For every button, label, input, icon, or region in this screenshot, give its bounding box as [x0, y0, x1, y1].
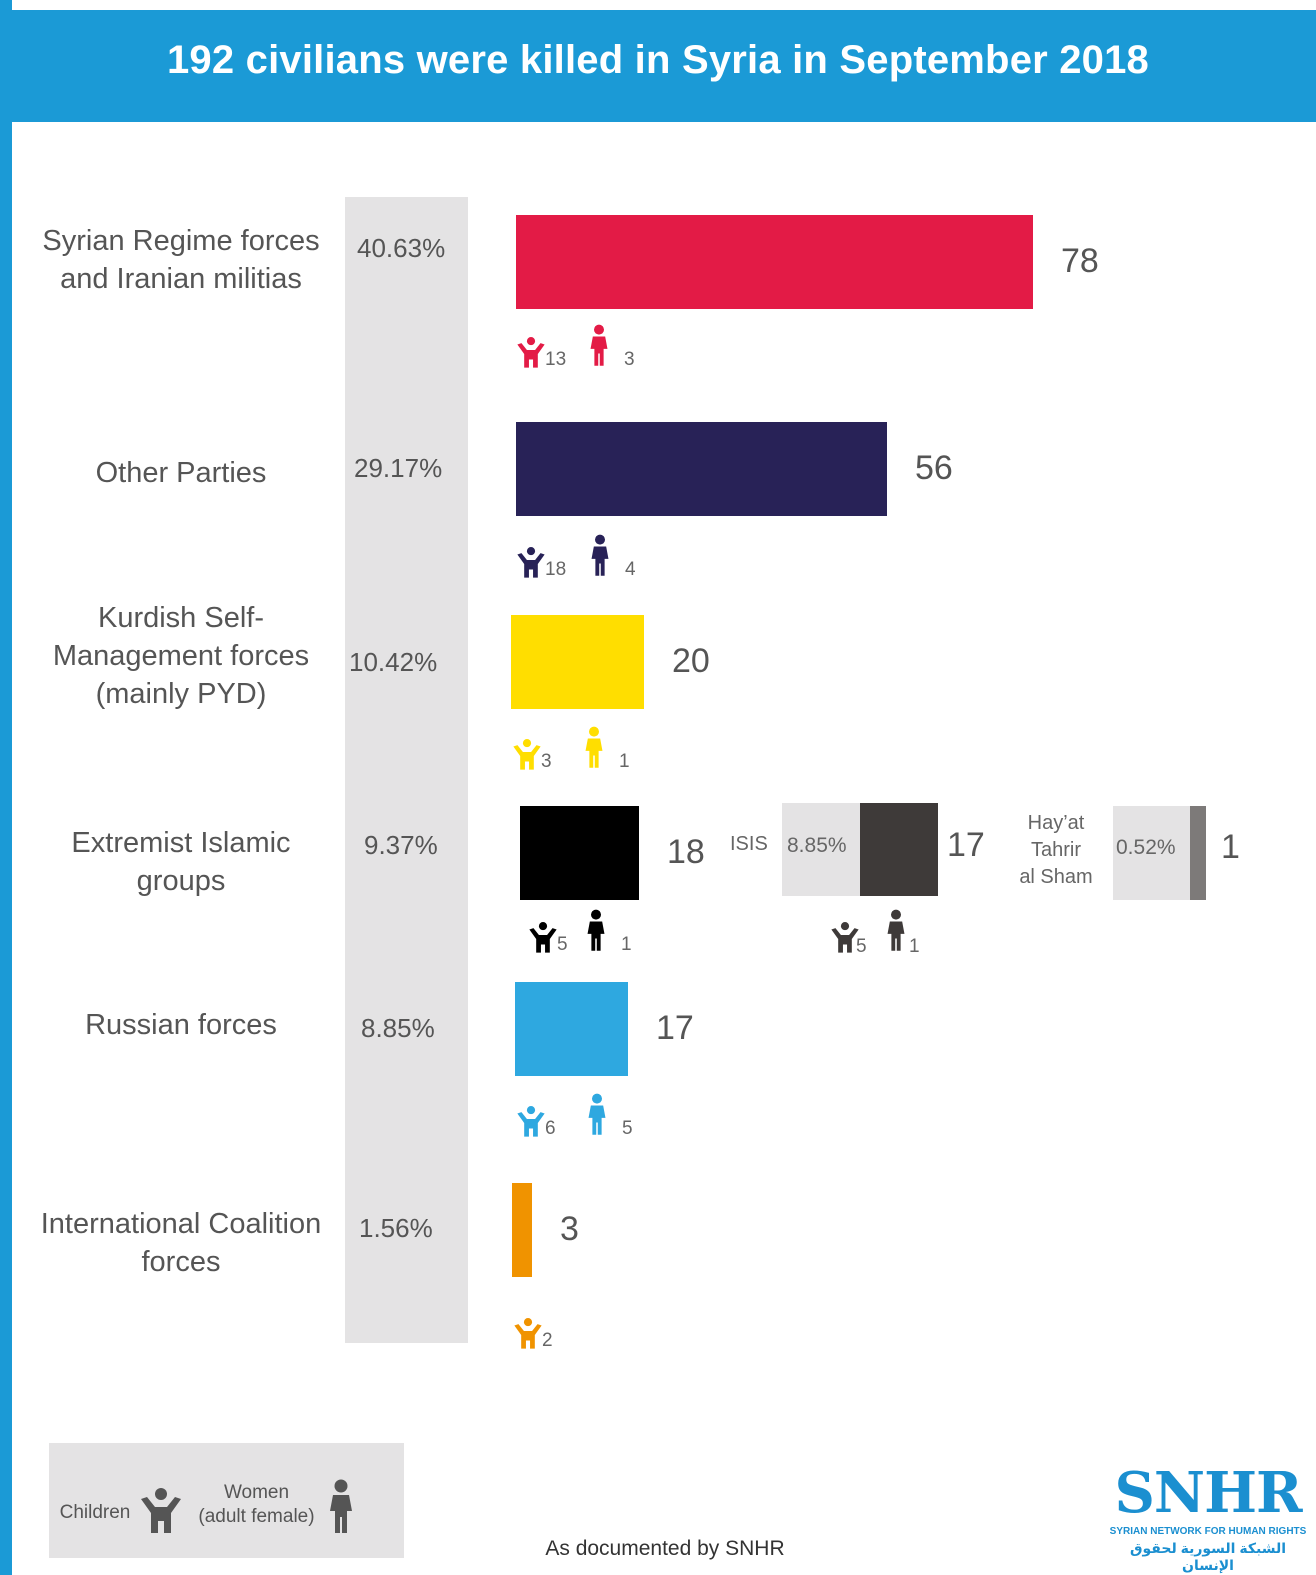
children-count: 13 [545, 349, 567, 370]
isis-percentage-band [782, 803, 860, 896]
children-count: 2 [542, 1330, 553, 1351]
isis-children-count: 5 [856, 936, 867, 957]
children-count: 6 [545, 1118, 556, 1139]
row-label-line: Management forces [52, 640, 310, 672]
woman-icon [590, 324, 608, 366]
bar [515, 982, 628, 1076]
hts-label-line: Tahrir [1030, 839, 1081, 861]
logo-arabic: الشبكة السورية لحقوق الإنسان [1129, 1540, 1287, 1573]
title-banner [0, 10, 1316, 122]
child-icon [831, 922, 859, 953]
bar-value-label: 18 [667, 833, 705, 871]
child-icon [529, 922, 557, 953]
bar [516, 215, 1033, 309]
row-percentage: 9.37% [364, 830, 438, 860]
row-percentage: 40.63% [357, 233, 446, 263]
row-percentage: 29.17% [354, 453, 443, 483]
hts-value-label: 1 [1221, 828, 1240, 866]
row-label-line: Extremist Islamic [71, 827, 291, 859]
row-label: International Coalition forces [16, 1205, 346, 1281]
row-percentage: 8.85% [361, 1013, 435, 1043]
isis-bar [860, 803, 938, 896]
left-frame-border [0, 0, 12, 1575]
women-count: 1 [619, 751, 630, 772]
hts-label-line: Hay’at [1027, 812, 1085, 834]
row-label-line: Other Parties [95, 457, 267, 489]
row-label-line: and Iranian militias [60, 263, 302, 295]
isis-women-count: 1 [909, 936, 920, 957]
hts-label-line: al Sham [1019, 866, 1093, 888]
hts-label: Hay’at Tahrir al Sham [1005, 810, 1107, 891]
row-label-line: Syrian Regime forces [42, 225, 320, 257]
bar [516, 422, 887, 516]
woman-icon [887, 909, 905, 951]
child-icon [517, 337, 545, 368]
source-note: As documented by SNHR [545, 1537, 785, 1560]
bar [512, 1183, 532, 1277]
women-count: 3 [624, 349, 635, 370]
bar-value-label: 56 [915, 449, 953, 487]
isis-percentage: 8.85% [787, 834, 847, 857]
row-percentage: 1.56% [359, 1213, 433, 1243]
percentage-column-band [345, 197, 468, 1343]
bar [511, 615, 644, 709]
bar-value-label: 3 [560, 1210, 579, 1248]
row-percentage: 10.42% [349, 647, 438, 677]
child-icon [513, 739, 541, 770]
row-label-line: (mainly PYD) [95, 678, 267, 710]
women-count: 1 [621, 934, 632, 955]
isis-label: ISIS [730, 833, 768, 855]
row-label-line: Russian forces [85, 1009, 277, 1041]
chart-title: 192 civilians were killed in Syria in Se… [166, 38, 1150, 82]
legend-children-label: Children [59, 1502, 131, 1523]
legend-women-line-1: Women [223, 1482, 290, 1503]
bar-value-label: 20 [672, 642, 710, 680]
row-label: Syrian Regime forces and Iranian militias [16, 222, 346, 298]
children-count: 5 [557, 934, 568, 955]
row-label: Extremist Islamic groups [16, 824, 346, 900]
row-label-line: Kurdish Self- [97, 602, 264, 634]
child-icon [517, 547, 545, 578]
child-icon [514, 1318, 542, 1349]
hts-percentage-band [1113, 806, 1190, 900]
women-count: 4 [625, 559, 636, 580]
child-icon [517, 1106, 545, 1137]
children-count: 18 [545, 559, 567, 580]
children-count: 3 [541, 751, 552, 772]
logo-subtitle: SYRIAN NETWORK FOR HUMAN RIGHTS [1109, 1526, 1307, 1537]
row-label-line: International Coalition [40, 1208, 322, 1240]
row-label: Other Parties [16, 454, 346, 492]
row-label: Russian forces [16, 1006, 346, 1044]
snhr-logo: SNHR SYRIAN NETWORK FOR HUMAN RIGHTS الش… [1108, 1460, 1308, 1573]
woman-icon [588, 1093, 606, 1135]
legend-women-line-2: (adult female) [198, 1506, 315, 1527]
logo-wordmark: SNHR [1114, 1460, 1302, 1526]
bar-value-label: 17 [656, 1009, 694, 1047]
woman-icon [330, 1479, 352, 1533]
row-label: Kurdish Self- Management forces (mainly PY… [16, 599, 346, 713]
women-count: 5 [622, 1118, 633, 1139]
woman-icon [591, 534, 609, 576]
bar [520, 806, 639, 900]
woman-icon [587, 909, 605, 951]
hts-bar [1190, 806, 1206, 900]
bar-value-label: 78 [1061, 242, 1099, 280]
legend-box: Children Women (adult female) [49, 1443, 404, 1558]
woman-icon [585, 726, 603, 768]
isis-value-label: 17 [947, 826, 985, 864]
legend-women-label: Women (adult female) [189, 1481, 324, 1529]
hts-percentage: 0.52% [1116, 836, 1176, 859]
child-icon [141, 1488, 181, 1533]
row-label-line: forces [141, 1246, 221, 1278]
row-label-line: groups [136, 865, 226, 897]
